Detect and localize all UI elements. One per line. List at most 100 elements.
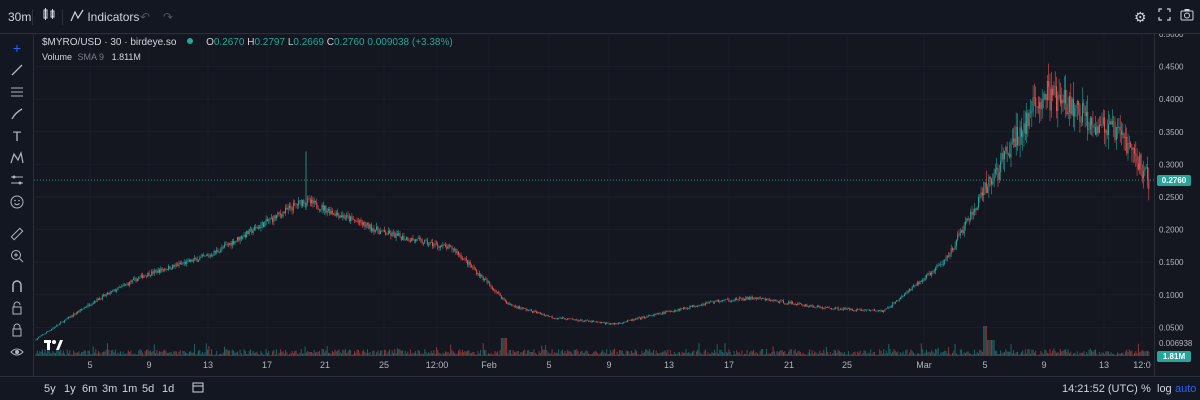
- candle-body: [270, 218, 272, 219]
- clock[interactable]: 14:21:52 (UTC): [1062, 383, 1138, 395]
- candle-body: [703, 303, 705, 305]
- volume-bar: [837, 349, 839, 356]
- volume-bar: [1102, 352, 1104, 356]
- candle-body: [711, 301, 713, 303]
- volume-bar: [203, 354, 205, 356]
- volume-bar: [801, 354, 803, 356]
- candle-body: [406, 237, 407, 240]
- volume-bar: [36, 350, 38, 356]
- range-5d[interactable]: 5d: [142, 383, 155, 395]
- candle-body: [429, 241, 431, 245]
- candle-body: [616, 323, 618, 324]
- undo-icon[interactable]: ↶: [140, 10, 151, 24]
- candle-body: [914, 285, 916, 287]
- volume-bar: [980, 350, 982, 356]
- goto-date-icon[interactable]: [192, 381, 204, 398]
- candle-body: [508, 302, 510, 305]
- emoji-icon[interactable]: [7, 192, 27, 212]
- price-chart[interactable]: 5 9 13 17 21 25 12:00 Feb 5 9 13 17 21 25 Mar 5 9 13 12:0: [34, 33, 1154, 376]
- volume-bar: [889, 349, 891, 356]
- crosshair-icon[interactable]: +: [12, 40, 22, 56]
- chart-type-icon[interactable]: [42, 7, 56, 27]
- brush-icon[interactable]: [7, 104, 27, 124]
- volume-bar: [529, 351, 531, 356]
- volume-bar: [1083, 351, 1085, 356]
- candle-body: [1084, 105, 1086, 116]
- volume-bar: [226, 349, 228, 356]
- candle-body: [690, 305, 692, 307]
- horizontal-lines-icon[interactable]: [7, 82, 27, 102]
- volume-bar: [524, 349, 526, 356]
- time-axis-label: 25: [379, 360, 389, 370]
- volume-bar: [516, 351, 518, 356]
- volume-bar: [212, 354, 214, 356]
- range-5y[interactable]: 5y: [44, 383, 56, 395]
- volume-bar: [1074, 352, 1076, 356]
- volume-bar: [308, 351, 310, 356]
- candle-body: [890, 306, 892, 308]
- volume-bar: [1070, 351, 1072, 356]
- fullscreen-icon[interactable]: [1158, 7, 1171, 27]
- candle-body: [738, 297, 740, 300]
- volume-label[interactable]: Volume: [42, 52, 73, 62]
- lock-drawings-icon[interactable]: [7, 298, 27, 318]
- magnet-icon[interactable]: [7, 276, 27, 296]
- camera-icon[interactable]: [1180, 7, 1194, 27]
- percent-toggle[interactable]: %: [1141, 383, 1151, 395]
- volume-bar: [811, 349, 813, 356]
- range-1d[interactable]: 1d: [162, 383, 175, 395]
- candle-body: [663, 312, 665, 314]
- interval-button[interactable]: 30m: [8, 10, 32, 24]
- candle-body: [471, 265, 472, 267]
- volume-bar: [109, 353, 111, 356]
- price-axis[interactable]: 0.5000 0.4500 0.4000 0.3500 0.3000 0.2500 0.20…: [1154, 30, 1200, 376]
- candle-body: [851, 309, 853, 311]
- candle-body: [1022, 132, 1024, 137]
- symbol-name[interactable]: $MYRO/USD · 30 · birdeye.so: [42, 37, 177, 48]
- pattern-icon[interactable]: [7, 148, 27, 168]
- volume-bar: [1054, 350, 1056, 356]
- lock-icon[interactable]: [7, 320, 27, 340]
- settings-gear-icon[interactable]: ⚙: [1134, 9, 1147, 25]
- tradingview-logo[interactable]: [44, 338, 64, 350]
- candle-body: [385, 232, 387, 235]
- zoom-in-icon[interactable]: [7, 246, 27, 266]
- candle-body: [36, 338, 38, 340]
- auto-toggle[interactable]: auto: [1175, 383, 1197, 395]
- range-1m[interactable]: 1m: [122, 383, 138, 395]
- volume-bar: [498, 354, 500, 356]
- candle-body: [858, 308, 860, 310]
- candle-body: [991, 178, 992, 185]
- candle-body: [970, 211, 972, 220]
- redo-icon[interactable]: ↷: [163, 10, 174, 24]
- candle-body: [972, 212, 974, 215]
- volume-bar: [625, 350, 627, 356]
- log-toggle[interactable]: log: [1157, 383, 1172, 395]
- volume-bar: [933, 352, 935, 356]
- text-tool-icon[interactable]: T: [12, 128, 22, 144]
- volume-bar: [864, 350, 866, 356]
- eye-icon[interactable]: [7, 342, 27, 362]
- volume-bar: [121, 354, 123, 356]
- candle-body: [689, 305, 691, 309]
- candle-body: [389, 230, 391, 234]
- candle-body: [849, 308, 851, 311]
- volume-bar: [867, 352, 869, 356]
- ruler-icon[interactable]: [7, 224, 27, 244]
- chart-pane[interactable]: 5 9 13 17 21 25 12:00 Feb 5 9 13 17 21 25 Mar 5 9 13 12:0: [34, 33, 1154, 376]
- volume-bar: [338, 349, 340, 356]
- candle-body: [589, 320, 591, 322]
- indicators-button[interactable]: Indicators: [70, 7, 139, 27]
- measure-icon[interactable]: [7, 170, 27, 190]
- trend-line-icon[interactable]: [7, 60, 27, 80]
- range-6m[interactable]: 6m: [82, 383, 98, 395]
- ohlc-high-label: H: [247, 37, 255, 48]
- volume-bar: [1091, 350, 1093, 356]
- candle-body: [1097, 126, 1099, 134]
- range-3m[interactable]: 3m: [102, 383, 118, 395]
- volume-bar: [1036, 354, 1038, 356]
- volume-bar: [486, 354, 488, 356]
- volume-bar: [287, 354, 289, 356]
- range-1y[interactable]: 1y: [64, 383, 76, 395]
- candle-body: [1006, 146, 1008, 155]
